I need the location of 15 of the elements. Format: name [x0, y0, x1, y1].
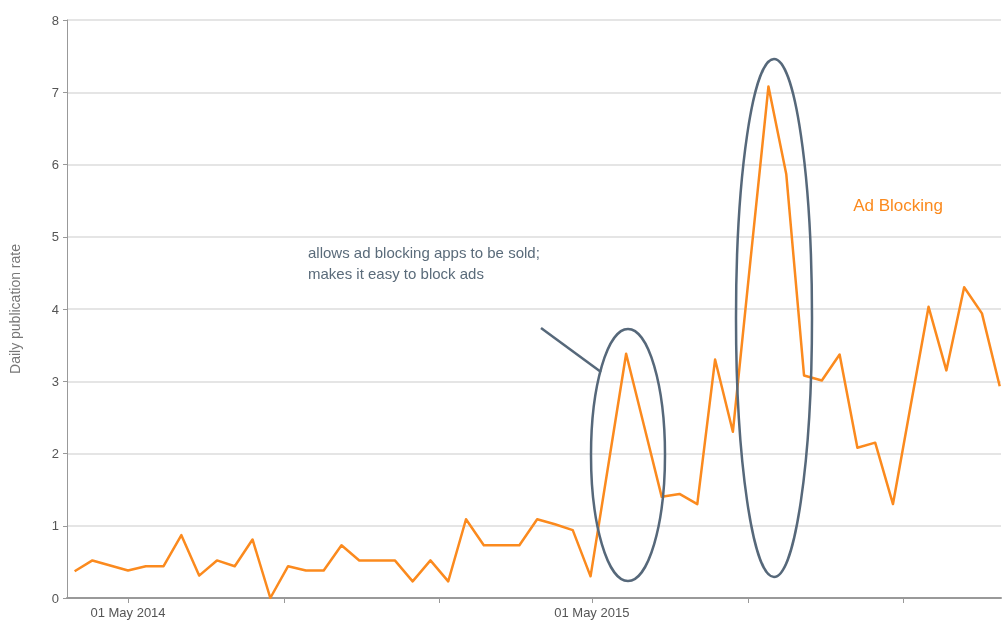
y-axis-title: Daily publication rate	[7, 243, 23, 374]
y-tick-label: 8	[51, 12, 59, 28]
y-tick-label: 5	[51, 229, 59, 245]
y-tick-label: 0	[51, 590, 59, 606]
y-tick-label: 2	[51, 446, 59, 461]
y-tick-label: 3	[51, 373, 59, 389]
text: Ad Blocking	[853, 196, 944, 215]
y-tick-label: 4	[51, 301, 59, 317]
y-tick-label: 7	[51, 84, 59, 100]
y-tick-label: 6	[51, 157, 59, 172]
annotation: allows ad blocking apps to be sold; makes it easy to block ads	[308, 243, 541, 284]
line-series	[73, 85, 1001, 600]
y-tick-label: 1	[51, 518, 59, 534]
x-tick-label: 01 May 2015	[554, 605, 630, 620]
x-tick-label: 01 May 2014	[90, 605, 166, 620]
